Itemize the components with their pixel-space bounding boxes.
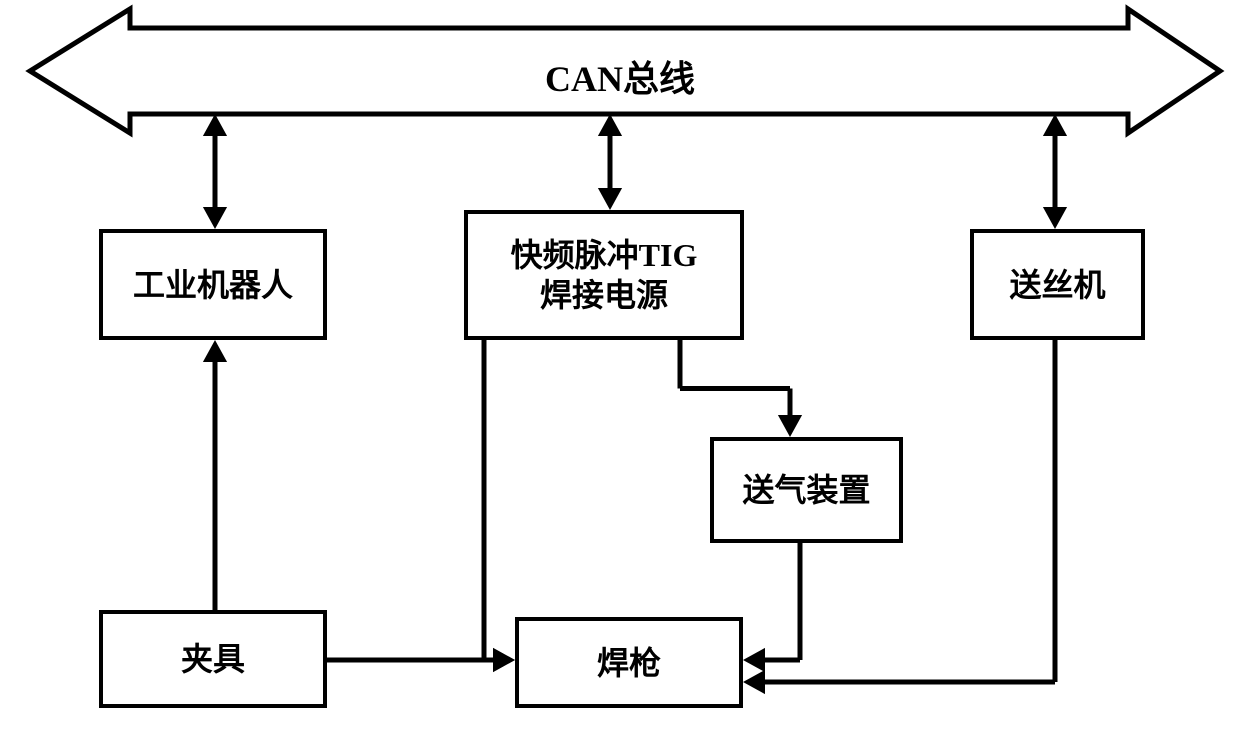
node-gun: 焊枪: [515, 617, 743, 708]
node-fixture: 夹具: [99, 610, 327, 708]
node-robot: 工业机器人: [99, 229, 327, 340]
node-gas: 送气装置: [710, 437, 903, 543]
node-power: 快频脉冲TIG焊接电源: [464, 210, 744, 340]
bus-label: CAN总线: [520, 50, 720, 102]
node-feeder: 送丝机: [970, 229, 1145, 340]
